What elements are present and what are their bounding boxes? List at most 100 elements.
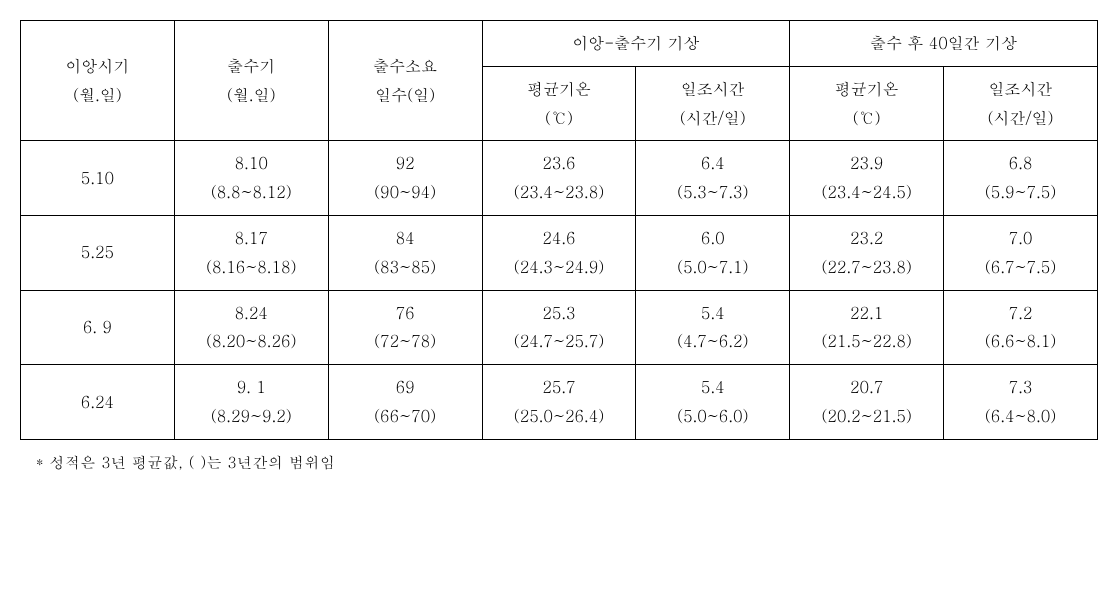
cell-range: (23.4~23.8) bbox=[487, 178, 632, 207]
cell-range: (4.7~6.2) bbox=[640, 327, 785, 356]
cell-range: (23.4~24.5) bbox=[794, 178, 939, 207]
cell-value: 25.7 bbox=[487, 373, 632, 402]
header-group-1: 이앙-출수기 기상 bbox=[482, 21, 790, 67]
cell-range: (5.3~7.3) bbox=[640, 178, 785, 207]
cell-sun-1: 6.0(5.0~7.1) bbox=[636, 215, 790, 290]
cell-value: 25.3 bbox=[487, 299, 632, 328]
cell-value: 23.2 bbox=[794, 224, 939, 253]
header-label: 이앙시기 bbox=[25, 52, 170, 81]
cell-value: 8.24 bbox=[179, 299, 324, 328]
header-label: 평균기온 bbox=[794, 75, 939, 104]
cell-range: (8.29~9.2) bbox=[179, 402, 324, 431]
cell-value: 20.7 bbox=[794, 373, 939, 402]
cell-value: 7.0 bbox=[948, 224, 1093, 253]
table-row: 5.108.10(8.8~8.12)92(90~94)23.6(23.4~23.… bbox=[21, 141, 1098, 216]
cell-range: (24.7~25.7) bbox=[487, 327, 632, 356]
header-label: 출수소요 bbox=[333, 52, 478, 81]
cell-range: (6.4~8.0) bbox=[948, 402, 1093, 431]
cell-range: (5.9~7.5) bbox=[948, 178, 1093, 207]
cell-days: 92(90~94) bbox=[328, 141, 482, 216]
cell-value: 23.6 bbox=[487, 149, 632, 178]
header-transplant-date: 이앙시기 (월.일) bbox=[21, 21, 175, 141]
table-row: 5.258.17(8.16~8.18)84(83~85)24.6(24.3~24… bbox=[21, 215, 1098, 290]
cell-heading-date: 8.10(8.8~8.12) bbox=[174, 141, 328, 216]
cell-heading-date: 9. 1(8.29~9.2) bbox=[174, 365, 328, 440]
header-row-1: 이앙시기 (월.일) 출수기 (월.일) 출수소요 일수(일) 이앙-출수기 기… bbox=[21, 21, 1098, 67]
cell-value: 6.0 bbox=[640, 224, 785, 253]
table-row: 6. 98.24(8.20~8.26)76(72~78)25.3(24.7~25… bbox=[21, 290, 1098, 365]
cell-range: (83~85) bbox=[333, 253, 478, 282]
cell-value: 6.8 bbox=[948, 149, 1093, 178]
cell-value: 7.2 bbox=[948, 299, 1093, 328]
cell-range: (20.2~21.5) bbox=[794, 402, 939, 431]
cell-range: (8.20~8.26) bbox=[179, 327, 324, 356]
cell-days: 76(72~78) bbox=[328, 290, 482, 365]
cell-days: 69(66~70) bbox=[328, 365, 482, 440]
cell-range: (25.0~26.4) bbox=[487, 402, 632, 431]
header-sub-temp-2: 평균기온 (℃) bbox=[790, 66, 944, 141]
cell-range: (21.5~22.8) bbox=[794, 327, 939, 356]
cell-sun-2: 7.0(6.7~7.5) bbox=[944, 215, 1098, 290]
header-sub-sun-2: 일조시간 (시간/일) bbox=[944, 66, 1098, 141]
cell-sun-1: 5.4(5.0~6.0) bbox=[636, 365, 790, 440]
cell-value: 8.10 bbox=[179, 149, 324, 178]
cell-transplant-date: 6.24 bbox=[21, 365, 175, 440]
table-footnote: * 성적은 3년 평균값, ( )는 3년간의 범위임 bbox=[36, 452, 1098, 473]
table-body: 5.108.10(8.8~8.12)92(90~94)23.6(23.4~23.… bbox=[21, 141, 1098, 439]
cell-value: 92 bbox=[333, 149, 478, 178]
cell-sun-1: 5.4(4.7~6.2) bbox=[636, 290, 790, 365]
cell-days: 84(83~85) bbox=[328, 215, 482, 290]
cell-value: 69 bbox=[333, 373, 478, 402]
header-unit: (월.일) bbox=[179, 81, 324, 110]
cell-temp-1: 24.6(24.3~24.9) bbox=[482, 215, 636, 290]
header-days: 출수소요 일수(일) bbox=[328, 21, 482, 141]
cell-range: (90~94) bbox=[333, 178, 478, 207]
cell-value: 5.4 bbox=[640, 299, 785, 328]
header-unit: 일수(일) bbox=[333, 81, 478, 110]
cell-sun-1: 6.4(5.3~7.3) bbox=[636, 141, 790, 216]
cell-heading-date: 8.24(8.20~8.26) bbox=[174, 290, 328, 365]
cell-value: 76 bbox=[333, 299, 478, 328]
header-label: 평균기온 bbox=[487, 75, 632, 104]
header-unit: (시간/일) bbox=[640, 104, 785, 133]
cell-temp-1: 25.3(24.7~25.7) bbox=[482, 290, 636, 365]
cell-sun-2: 7.2(6.6~8.1) bbox=[944, 290, 1098, 365]
cell-transplant-date: 5.25 bbox=[21, 215, 175, 290]
cell-temp-2: 23.2(22.7~23.8) bbox=[790, 215, 944, 290]
cell-value: 22.1 bbox=[794, 299, 939, 328]
cell-temp-1: 25.7(25.0~26.4) bbox=[482, 365, 636, 440]
cell-value: 9. 1 bbox=[179, 373, 324, 402]
cell-range: (5.0~6.0) bbox=[640, 402, 785, 431]
header-group-2: 출수 후 40일간 기상 bbox=[790, 21, 1098, 67]
header-unit: (시간/일) bbox=[948, 104, 1093, 133]
cell-range: (6.6~8.1) bbox=[948, 327, 1093, 356]
cell-range: (8.8~8.12) bbox=[179, 178, 324, 207]
cell-value: 23.9 bbox=[794, 149, 939, 178]
cell-temp-2: 20.7(20.2~21.5) bbox=[790, 365, 944, 440]
header-unit: (월.일) bbox=[25, 81, 170, 110]
cell-range: (22.7~23.8) bbox=[794, 253, 939, 282]
cell-value: 5.4 bbox=[640, 373, 785, 402]
data-table: 이앙시기 (월.일) 출수기 (월.일) 출수소요 일수(일) 이앙-출수기 기… bbox=[20, 20, 1098, 440]
cell-range: (72~78) bbox=[333, 327, 478, 356]
header-label: 출수기 bbox=[179, 52, 324, 81]
header-unit: (℃) bbox=[487, 104, 632, 133]
header-label: 일조시간 bbox=[948, 75, 1093, 104]
cell-transplant-date: 5.10 bbox=[21, 141, 175, 216]
cell-range: (6.7~7.5) bbox=[948, 253, 1093, 282]
table-row: 6.249. 1(8.29~9.2)69(66~70)25.7(25.0~26.… bbox=[21, 365, 1098, 440]
cell-range: (24.3~24.9) bbox=[487, 253, 632, 282]
header-unit: (℃) bbox=[794, 104, 939, 133]
cell-temp-2: 22.1(21.5~22.8) bbox=[790, 290, 944, 365]
cell-range: (8.16~8.18) bbox=[179, 253, 324, 282]
cell-value: 7.3 bbox=[948, 373, 1093, 402]
cell-temp-1: 23.6(23.4~23.8) bbox=[482, 141, 636, 216]
cell-value: 84 bbox=[333, 224, 478, 253]
header-label: 일조시간 bbox=[640, 75, 785, 104]
cell-sun-2: 7.3(6.4~8.0) bbox=[944, 365, 1098, 440]
cell-value: 8.17 bbox=[179, 224, 324, 253]
cell-temp-2: 23.9(23.4~24.5) bbox=[790, 141, 944, 216]
header-sub-temp-1: 평균기온 (℃) bbox=[482, 66, 636, 141]
header-sub-sun-1: 일조시간 (시간/일) bbox=[636, 66, 790, 141]
cell-sun-2: 6.8(5.9~7.5) bbox=[944, 141, 1098, 216]
